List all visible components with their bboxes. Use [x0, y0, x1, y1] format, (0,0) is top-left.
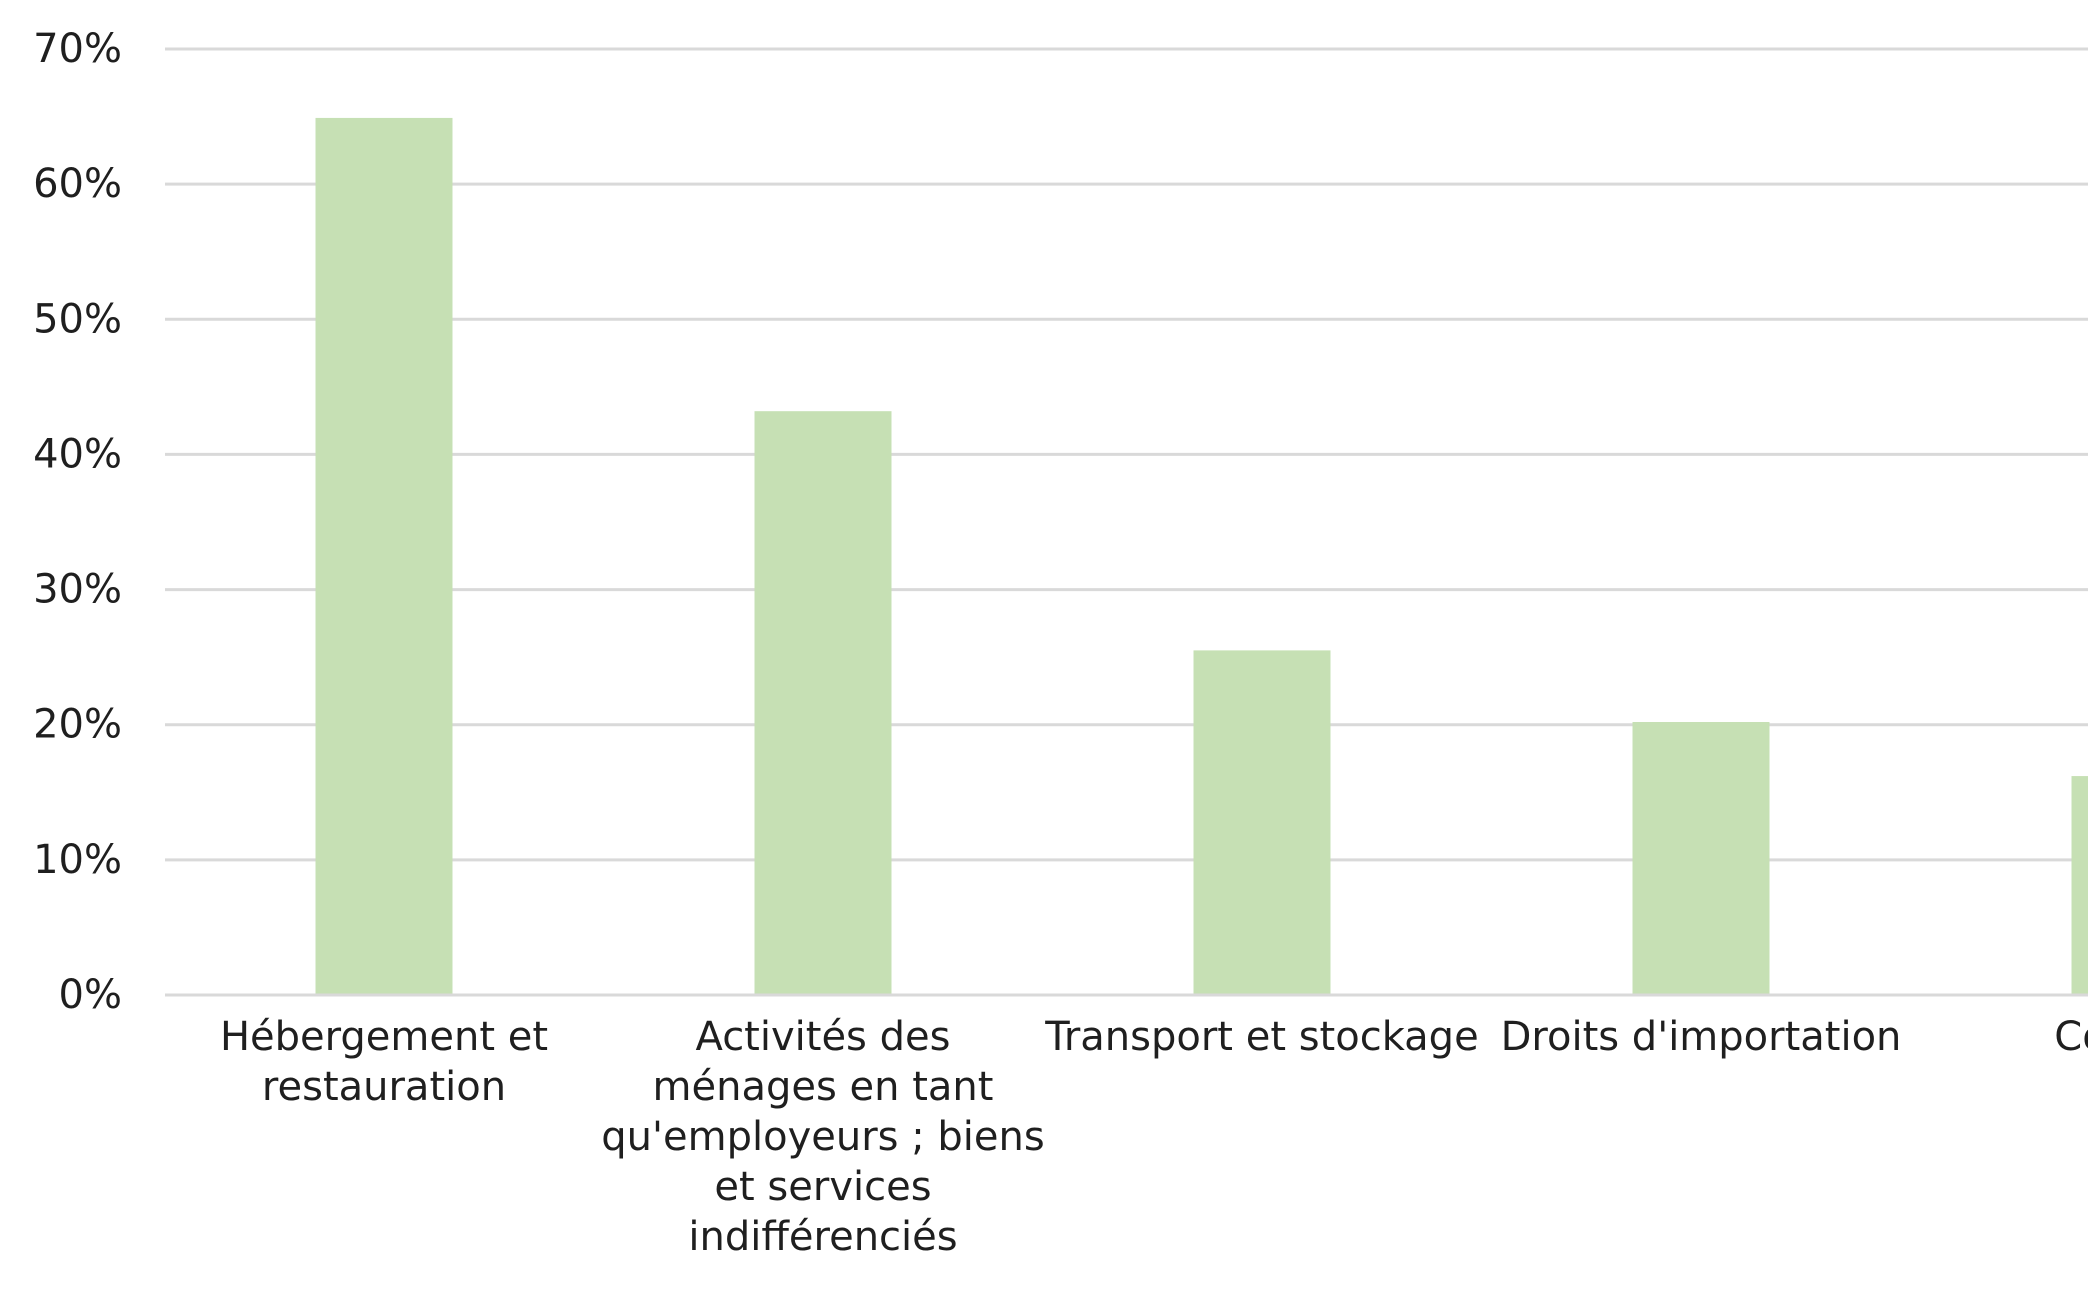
y-tick-label: 50%	[33, 296, 122, 342]
bar	[2071, 776, 2088, 995]
y-tick-label: 10%	[33, 837, 122, 883]
x-category-label-line: ménages en tant	[653, 1064, 994, 1110]
x-category-label: Hébergement et restauration	[220, 1014, 548, 1110]
y-tick-label: 70%	[33, 26, 122, 72]
y-tick-label: 20%	[33, 702, 122, 748]
x-category-label-line: restauration	[262, 1064, 506, 1110]
x-category-label: Transport et stockage	[1044, 1014, 1478, 1060]
y-axis-tick-labels: 0% 10% 20% 30% 40% 50% 60% 70%	[33, 26, 122, 1018]
x-axis-category-labels: Hébergement et restauration Activités des m…	[220, 1014, 2088, 1260]
y-tick-label: 30%	[33, 567, 122, 613]
x-category-label-line: indifférenciés	[688, 1214, 957, 1260]
x-category-label-line: Transport et stockage	[1044, 1014, 1478, 1060]
bar	[315, 117, 453, 996]
bar	[1632, 722, 1770, 995]
bar	[754, 411, 892, 995]
x-category-label: Droits d'importation	[1501, 1014, 1902, 1060]
x-category-label: Commerde	[2054, 1014, 2088, 1110]
bars	[315, 117, 2088, 996]
x-category-label-line: qu'employeurs ; biens	[601, 1114, 1044, 1160]
x-category-label-line: Activités des	[696, 1014, 951, 1060]
gridlines	[165, 47, 2088, 862]
y-tick-label: 40%	[33, 431, 122, 477]
x-category-label: Activités des ménages en tant qu'employeur…	[601, 1014, 1044, 1260]
x-category-label-line: Commer	[2054, 1014, 2088, 1060]
y-tick-label: 60%	[33, 161, 122, 207]
x-category-label-line: Hébergement et	[220, 1014, 548, 1060]
y-tick-label: 0%	[59, 972, 122, 1018]
bar	[1193, 650, 1331, 995]
x-category-label-line: et services	[714, 1164, 931, 1210]
x-category-label-line: Droits d'importation	[1501, 1014, 1902, 1060]
